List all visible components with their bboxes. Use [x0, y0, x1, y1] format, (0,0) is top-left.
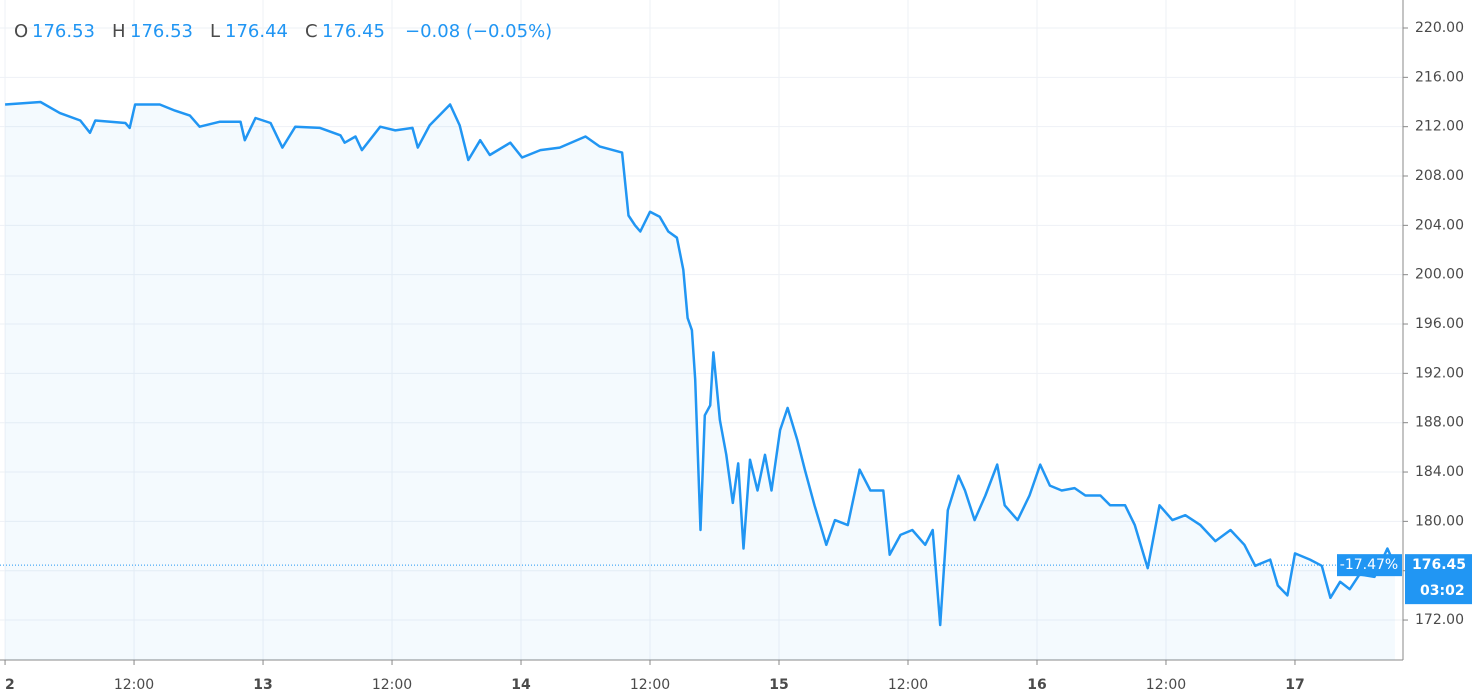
y-tick-label: 196.00: [1415, 316, 1464, 332]
close-label: C: [305, 21, 318, 42]
price-badge: [1405, 554, 1472, 605]
y-tick-label: 172.00: [1415, 612, 1464, 628]
x-tick-label: 14: [511, 677, 531, 693]
y-tick-label: 180.00: [1415, 513, 1464, 529]
x-tick-label: 12:00: [114, 677, 154, 693]
countdown: 03:02: [1420, 583, 1465, 599]
area: [5, 102, 1395, 660]
y-tick-label: 184.00: [1415, 464, 1464, 480]
last-price-label: 176.45: [1412, 557, 1466, 573]
open-value: 176.53: [32, 21, 95, 42]
x-tick-label: 13: [253, 677, 272, 693]
x-tick-label: 2: [5, 677, 15, 693]
high-value: 176.53: [130, 21, 193, 42]
change-label: -17.47%: [1340, 557, 1398, 573]
high-label: H: [112, 21, 126, 42]
low-label: L: [210, 21, 220, 42]
x-tick-label: 17: [1285, 677, 1304, 693]
low-value: 176.44: [225, 21, 288, 42]
y-tick-label: 200.00: [1415, 267, 1464, 283]
x-tick-label: 12:00: [1146, 677, 1186, 693]
y-tick-label: 212.00: [1415, 119, 1464, 135]
y-tick-label: 216.00: [1415, 69, 1464, 85]
x-tick-label: 12:00: [888, 677, 928, 693]
y-tick-label: 188.00: [1415, 415, 1464, 431]
y-tick-label: 220.00: [1415, 20, 1464, 36]
change: −0.08 (−0.05%): [405, 21, 552, 42]
close-value: 176.45: [322, 21, 385, 42]
x-tick-label: 12:00: [372, 677, 412, 693]
x-tick-label: 15: [769, 677, 788, 693]
y-tick-label: 192.00: [1415, 365, 1464, 381]
y-tick-label: 204.00: [1415, 217, 1464, 233]
open-label: O: [14, 21, 28, 42]
y-tick-label: 208.00: [1415, 168, 1464, 184]
change-badge: [1337, 554, 1402, 577]
price-line: [5, 100, 1397, 627]
x-tick-label: 12:00: [630, 677, 670, 693]
x-tick-label: 16: [1027, 677, 1046, 693]
